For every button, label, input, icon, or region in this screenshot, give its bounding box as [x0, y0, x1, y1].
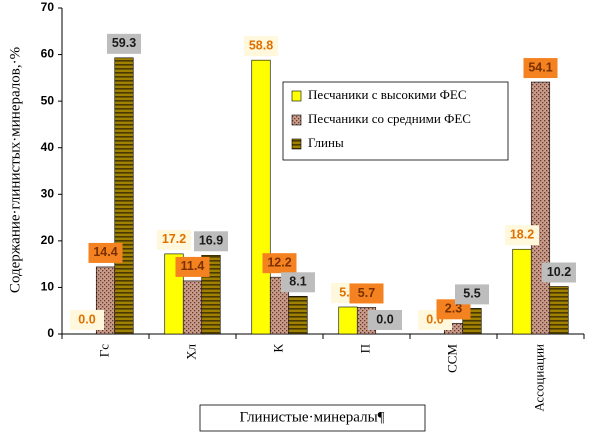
value-label: 2.3 [445, 302, 462, 316]
legend-label: Песчаники с высокими ФЕС [308, 87, 467, 102]
value-label-box [107, 33, 141, 54]
value-label: 11.4 [181, 259, 205, 273]
x-axis-title: Глинистые·минералы¶ [240, 409, 385, 425]
value-label-box [194, 231, 228, 252]
value-label: 5.5 [463, 287, 480, 301]
bar [530, 81, 551, 335]
y-tick-label: 30 [41, 186, 55, 200]
value-label: 58.8 [249, 38, 273, 52]
value-label-box [542, 262, 576, 283]
bar [549, 286, 569, 335]
value-label-box [505, 225, 539, 246]
x-axis-title-box [199, 404, 426, 432]
value-label-box [523, 58, 558, 79]
value-label: 8.1 [289, 275, 306, 289]
value-label: 59.3 [112, 36, 136, 50]
value-label: 54.1 [528, 60, 552, 74]
value-label-box [281, 272, 315, 293]
value-label: 0.0 [78, 312, 95, 326]
value-label: 17.2 [162, 232, 186, 246]
y-tick-label: 60 [41, 47, 55, 61]
y-tick-label: 70 [41, 0, 55, 14]
value-label-box [349, 283, 384, 304]
legend-label: Глины [308, 135, 344, 150]
value-label: 12.2 [267, 255, 291, 269]
bar [251, 59, 271, 335]
legend-swatch [291, 138, 302, 150]
x-tick-label: ССМ [444, 344, 459, 373]
bar [512, 248, 532, 335]
value-label: 14.4 [93, 245, 117, 259]
x-tick-label: К [270, 344, 285, 353]
value-label-box [88, 242, 123, 263]
bar [288, 295, 308, 335]
value-label-box [157, 229, 191, 250]
bar [182, 280, 203, 335]
value-label-box [70, 310, 104, 330]
value-label-box [455, 284, 489, 305]
y-axis-title: Содержание·глинистых·минералов,·% [7, 47, 23, 293]
value-label-box [244, 36, 278, 57]
y-tick-label: 40 [41, 140, 55, 154]
value-label-box [175, 256, 210, 277]
y-tick-label: 10 [41, 280, 55, 294]
value-label: 10.2 [547, 265, 571, 279]
y-tick-label: 0 [47, 326, 54, 340]
value-label: 0.0 [376, 312, 393, 326]
value-label: 18.2 [510, 228, 534, 242]
value-label: 5.7 [358, 286, 375, 300]
legend [282, 81, 509, 161]
legend-swatch [291, 114, 302, 126]
legend-swatch [291, 90, 302, 102]
legend-label: Песчаники со средними ФЕС [308, 111, 471, 126]
value-label: 16.9 [199, 234, 223, 248]
x-tick-label: Гс [96, 344, 111, 358]
value-label-box [368, 310, 402, 330]
value-label-box [262, 253, 297, 274]
x-tick-label: П [357, 344, 372, 353]
y-tick-label: 50 [41, 93, 55, 107]
y-tick-label: 20 [41, 233, 55, 247]
x-tick-label: Ассоциации [531, 344, 546, 412]
x-tick-label: Хл [183, 344, 198, 360]
bar [114, 57, 134, 335]
bar [338, 306, 358, 335]
